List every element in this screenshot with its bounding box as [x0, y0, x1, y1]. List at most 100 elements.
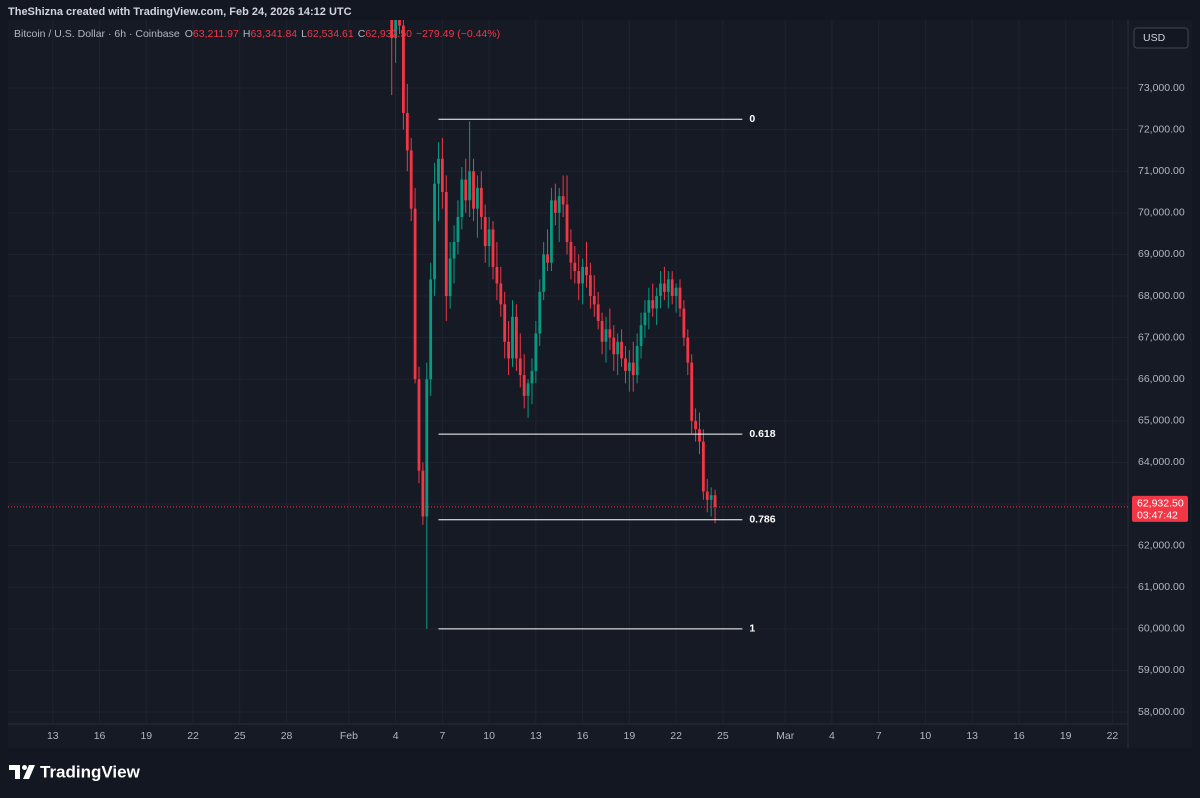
legend-value: 62,932.50 — [365, 28, 412, 40]
candle-body — [678, 287, 682, 309]
y-tick-label: 69,000.00 — [1138, 248, 1185, 260]
candle-body — [647, 300, 651, 313]
symbol: Bitcoin / U.S. Dollar · 6h · Coinbase — [14, 28, 180, 40]
candle-body — [394, 20, 398, 39]
fib-level-label: 0.618 — [749, 428, 775, 440]
last-price-box — [1132, 495, 1188, 522]
candle-body — [639, 325, 643, 346]
candle-body — [499, 283, 503, 305]
candle-body — [651, 300, 655, 309]
y-tick-label: 61,000.00 — [1138, 581, 1185, 593]
fib-level-label: 0.786 — [749, 514, 775, 526]
candle-body — [444, 192, 448, 297]
x-tick-label: 25 — [234, 730, 246, 742]
candle-body — [417, 379, 421, 471]
candle-body — [557, 196, 561, 213]
candle-body — [659, 283, 662, 297]
x-tick-label: 13 — [966, 730, 978, 742]
candle-body — [553, 200, 557, 213]
candle-body — [573, 262, 577, 272]
x-tick-label: 22 — [1107, 730, 1119, 742]
plot — [8, 20, 1128, 724]
candle-body — [460, 179, 464, 217]
candle-body — [456, 216, 460, 242]
candle-body — [483, 216, 487, 247]
candle-body — [713, 495, 717, 507]
candle-body — [655, 296, 659, 309]
x-tick-label: 7 — [876, 730, 882, 742]
candle-body — [491, 229, 495, 267]
candle-body — [514, 316, 518, 359]
candle-body — [635, 345, 639, 376]
candle-body — [604, 329, 608, 342]
candle-body — [569, 241, 573, 263]
legend-prefix: L — [301, 28, 307, 40]
candle-body — [479, 187, 483, 217]
x-tick-label: 10 — [483, 730, 495, 742]
candle-body — [577, 271, 581, 284]
candle-body — [464, 179, 468, 201]
legend-change: −279.49 (−0.44%) — [416, 28, 500, 40]
candle-body — [468, 171, 472, 201]
x-tick-label: 4 — [829, 730, 835, 742]
candle-body — [698, 429, 701, 442]
x-tick-label: 4 — [393, 730, 399, 742]
y-tick-label: 64,000.00 — [1138, 456, 1185, 468]
candle-body — [526, 383, 530, 396]
x-tick-label: 22 — [187, 730, 199, 742]
y-tick-label: 71,000.00 — [1138, 165, 1185, 177]
x-tick-label: 13 — [47, 730, 59, 742]
candle-body — [522, 375, 526, 396]
candle-body — [440, 158, 444, 193]
ohlc-legend: Bitcoin / U.S. Dollar · 6h · Coinbase O63… — [14, 28, 500, 40]
candle-body — [643, 312, 647, 326]
currency-label[interactable]: USD — [1143, 32, 1166, 44]
candle-body — [390, 20, 394, 39]
x-tick-label: 16 — [94, 730, 106, 742]
candle-body — [624, 358, 627, 371]
y-tick-label: 59,000.00 — [1138, 664, 1185, 676]
candle-body — [507, 341, 510, 359]
legend-value: 63,211.97 — [193, 28, 239, 40]
x-tick-label: 7 — [439, 730, 445, 742]
x-tick-label: 19 — [624, 730, 636, 742]
candle-body — [709, 495, 713, 500]
candle-body — [476, 187, 479, 209]
candle-body — [472, 171, 475, 209]
candle-body — [682, 308, 686, 338]
y-tick-label: 65,000.00 — [1138, 415, 1185, 427]
candle-body — [616, 341, 620, 355]
candle-body — [550, 200, 553, 263]
candle-body — [405, 112, 409, 151]
y-tick-label: 68,000.00 — [1138, 290, 1185, 302]
legend-value: 63,341.84 — [250, 28, 297, 40]
candle-body — [413, 208, 417, 380]
last-price-label: 62,932.50 — [1137, 498, 1184, 510]
candle-body — [503, 304, 507, 342]
candle-body — [398, 20, 401, 26]
candle-body — [701, 441, 705, 492]
candle-body — [608, 329, 612, 338]
candle-body — [705, 491, 709, 500]
x-tick-label: 16 — [1013, 730, 1025, 742]
y-tick-label: 72,000.00 — [1138, 123, 1185, 135]
brand-name: TradingView — [40, 762, 141, 781]
y-tick-label: 60,000.00 — [1138, 623, 1185, 635]
y-tick-label: 66,000.00 — [1138, 373, 1185, 385]
currency-button[interactable] — [1133, 27, 1189, 49]
candle-body — [690, 362, 694, 421]
candle-body — [592, 296, 596, 305]
chart-panel — [8, 20, 1192, 748]
candle-body — [542, 254, 546, 292]
x-tick-label: 22 — [670, 730, 682, 742]
candle-body — [448, 258, 452, 297]
brand-logo — [9, 765, 35, 779]
candle-body — [546, 254, 549, 263]
candle-body — [620, 341, 623, 359]
x-tick-label: 13 — [530, 730, 542, 742]
candle-body — [429, 279, 433, 380]
candle-body — [518, 358, 522, 376]
legend-value: 62,534.61 — [307, 28, 354, 40]
candle-body — [596, 304, 600, 321]
